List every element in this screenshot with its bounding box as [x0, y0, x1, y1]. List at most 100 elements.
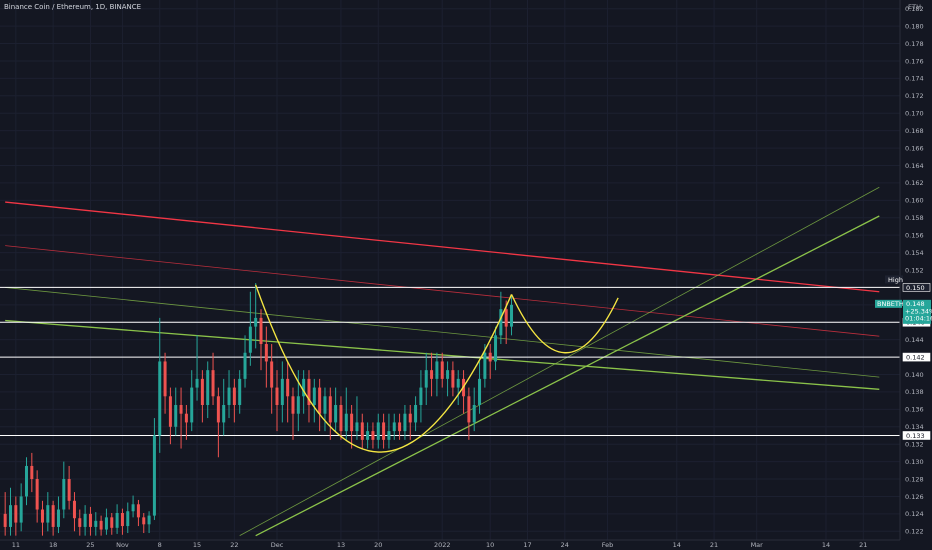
candle-up [424, 370, 428, 388]
time-tick-label: 10 [486, 541, 494, 549]
candle-down [120, 513, 124, 527]
price-tick-label: 0.138 [905, 388, 924, 396]
green-trendline[interactable] [255, 215, 880, 537]
candle-down [30, 465, 34, 480]
time-tick-label: 17 [523, 541, 531, 549]
candle-down [467, 396, 471, 423]
candle-down [200, 378, 204, 405]
time-tick-label: Nov [116, 541, 129, 549]
candle-up [478, 378, 482, 405]
time-tick-label: 18 [49, 541, 57, 549]
candle-down [67, 479, 71, 501]
time-tick-label: 21 [710, 541, 718, 549]
price-tag-value: 0.133 [906, 432, 925, 440]
time-tick-label: 24 [561, 541, 569, 549]
price-tick-label: 0.156 [905, 231, 924, 239]
candle-down [451, 370, 455, 388]
time-tick-label: Feb [602, 541, 614, 549]
candle-down [270, 361, 274, 388]
price-tick-label: 0.152 [905, 266, 924, 274]
candle-up [115, 513, 119, 528]
candle-up [254, 317, 258, 327]
candle-up [174, 405, 178, 427]
candle-up [494, 335, 498, 362]
candle-down [307, 378, 311, 405]
time-tick-label: 14 [822, 541, 830, 549]
candle-up [190, 387, 194, 423]
price-tick-label: 0.130 [905, 458, 924, 466]
candle-down [398, 422, 402, 432]
time-axis-background [0, 540, 932, 550]
price-axis-background [900, 0, 932, 550]
price-tick-label: 0.178 [905, 40, 924, 48]
time-tick-label: 20 [374, 541, 382, 549]
price-tick-label: 0.164 [905, 162, 924, 170]
candle-up [24, 465, 28, 497]
candle-down [440, 361, 444, 379]
horizontal-levels[interactable] [0, 286, 900, 436]
symbol-title: Binance Coin / Ethereum, 1D, BINANCE [4, 3, 141, 11]
candle-down [259, 317, 263, 345]
current-price-value: 0.148 [906, 300, 925, 308]
candle-up [456, 378, 460, 388]
price-tick-label: 0.144 [905, 336, 924, 344]
price-tag-value: 0.150 [906, 284, 925, 292]
candle-up [83, 513, 87, 527]
candle-up [419, 387, 423, 405]
candle-up [302, 378, 306, 397]
candle-down [51, 505, 55, 527]
price-tick-label: 0.132 [905, 440, 924, 448]
cup-and-handle-pattern[interactable] [255, 284, 619, 453]
time-tick-label: Dec [271, 541, 284, 549]
candles [3, 283, 514, 536]
time-tick-label: 25 [86, 541, 94, 549]
candle-up [238, 378, 242, 405]
price-tag-box [902, 431, 931, 440]
candle-up [62, 479, 66, 510]
price-tick-label: 0.170 [905, 110, 924, 118]
candle-down [488, 352, 492, 362]
candle-up [446, 370, 450, 379]
candle-up [104, 517, 108, 530]
candle-up [334, 405, 338, 423]
candle-up [510, 304, 514, 327]
price-tick-label: 0.182 [905, 5, 924, 13]
green-trendline[interactable] [239, 186, 880, 536]
candle-up [312, 387, 316, 405]
candle-up [403, 413, 407, 432]
candle-up [355, 422, 359, 432]
price-tick-label: 0.140 [905, 371, 924, 379]
candle-up [147, 515, 151, 525]
price-tick-label: 0.126 [905, 493, 924, 501]
price-tag-label: High [888, 276, 903, 284]
time-tick-label: Mar [751, 541, 764, 549]
price-tag-value: 0.142 [906, 353, 925, 361]
grid [0, 0, 900, 540]
price-tag-label-box [885, 275, 903, 284]
red-trendline[interactable] [5, 245, 880, 337]
candle-down [318, 387, 322, 414]
price-tick-label: 0.134 [905, 423, 924, 431]
candle-up [222, 405, 226, 423]
candle-down [142, 517, 146, 525]
time-axis[interactable]: 11 18 25 Nov 8 15 22 Dec 13 20 2022 10 17 24 Feb 14 21 Ma… [0, 539, 932, 550]
candle-up [248, 326, 252, 353]
green-trendline[interactable] [5, 287, 880, 378]
price-axis[interactable]: 0.182 0.180 0.178 0.176 0.174 0.172 0.170 0.168… [899, 0, 932, 550]
candle-down [211, 370, 215, 397]
red-trendline[interactable] [5, 201, 880, 293]
candle-down [232, 387, 236, 405]
candle-up [296, 396, 300, 414]
candle-down [382, 422, 386, 440]
handle-curve[interactable] [510, 294, 619, 354]
time-tick-label: 15 [193, 541, 201, 549]
time-tick-label: 22 [230, 541, 238, 549]
candle-down [371, 431, 375, 440]
cup-curve[interactable] [255, 284, 513, 453]
candle-down [163, 361, 167, 397]
candle-up [126, 511, 130, 527]
time-tick-label: 2022 [434, 541, 451, 549]
time-tick-label: 8 [158, 541, 162, 549]
